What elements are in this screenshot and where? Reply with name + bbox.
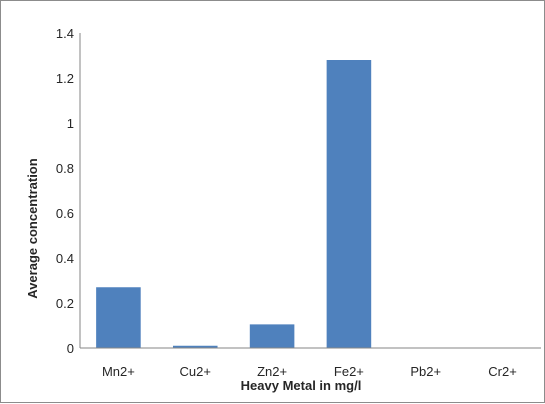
- x-tick-label: Cu2+: [180, 364, 211, 379]
- y-axis-title: Average concentration: [25, 158, 40, 298]
- bar: [326, 60, 372, 348]
- y-tick-label: 0.6: [56, 206, 74, 221]
- bar: [96, 287, 141, 348]
- x-tick-label: Cr2+: [488, 364, 517, 379]
- y-tick-label: 0.2: [56, 296, 74, 311]
- axes-group: [79, 33, 541, 349]
- y-tick-label: 1.2: [56, 71, 74, 86]
- y-tick-label: 1.4: [56, 26, 74, 41]
- x-tick-label: Zn2+: [257, 364, 287, 379]
- bar: [172, 345, 218, 348]
- x-tick-labels: Mn2+ Cu2+ Zn2+ Fe2+ Pb2+ Cr2+: [102, 364, 517, 379]
- y-tick-label: 0: [67, 341, 74, 356]
- y-tick-label: 1: [67, 116, 74, 131]
- x-tick-label: Fe2+: [334, 364, 364, 379]
- y-tick-label: 0.8: [56, 161, 74, 176]
- bars-group: [96, 60, 372, 348]
- y-tick-labels: 0 0.2 0.4 0.6 0.8 1 1.2 1.4: [56, 26, 74, 356]
- x-axis-title: Heavy Metal in mg/l: [241, 378, 362, 393]
- y-tick-label: 0.4: [56, 251, 74, 266]
- x-tick-label: Mn2+: [102, 364, 135, 379]
- bar: [249, 324, 295, 348]
- x-tick-label: Pb2+: [410, 364, 441, 379]
